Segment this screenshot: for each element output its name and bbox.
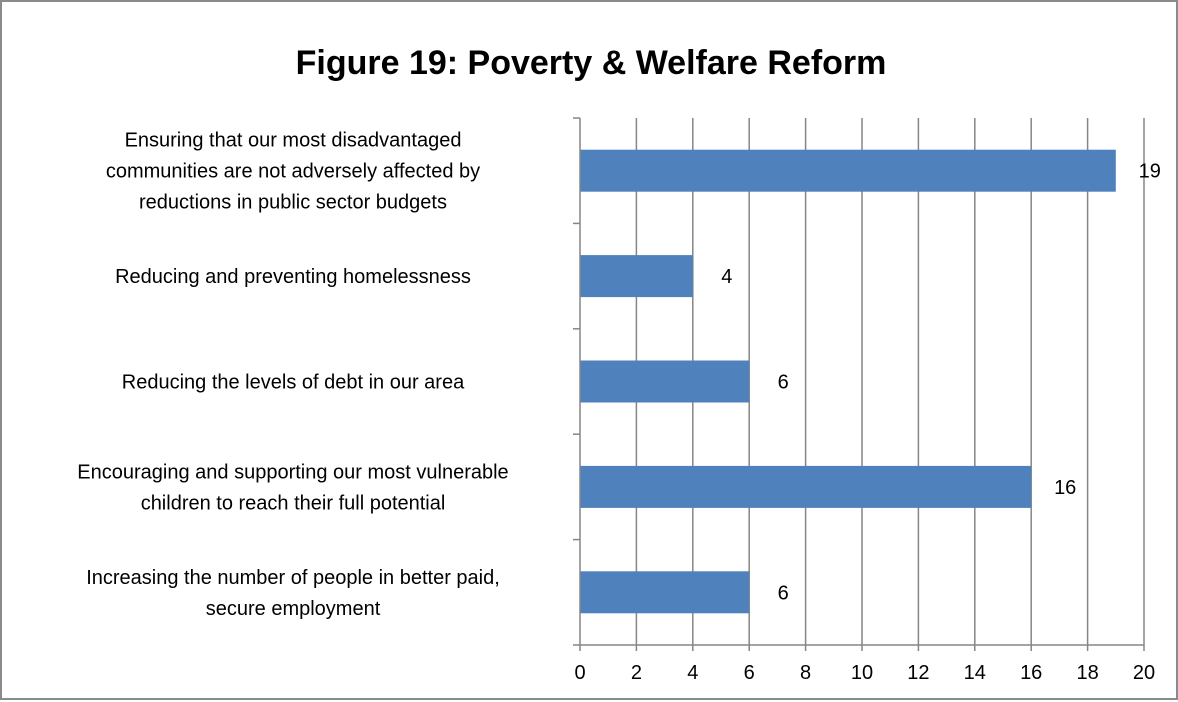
bar-2	[580, 255, 693, 298]
bar-1	[580, 149, 1116, 192]
bar-5	[580, 571, 750, 614]
data-label-2: 4	[721, 266, 732, 288]
bar-4	[580, 465, 1032, 508]
category-label-1: communities are not adversely affected b…	[106, 161, 480, 183]
gridlines	[635, 118, 1145, 645]
x-tick-label-2: 2	[631, 662, 642, 684]
data-label-5: 6	[778, 582, 789, 604]
x-tick-label-8: 8	[800, 662, 811, 684]
x-tick-label-14: 14	[964, 662, 986, 684]
x-tick-label-4: 4	[687, 662, 698, 684]
x-tick-label-20: 20	[1133, 662, 1155, 684]
data-label-1: 19	[1139, 161, 1161, 183]
chart-title: Figure 19: Poverty & Welfare Reform	[296, 44, 887, 82]
category-label-1: reductions in public sector budgets	[139, 192, 447, 214]
data-label-4: 16	[1054, 477, 1076, 499]
x-tick-label-12: 12	[907, 662, 929, 684]
axes: 0 2 4 6 8 10 12 14 16 18 20	[573, 117, 1155, 684]
bar-3	[580, 360, 750, 403]
category-label-1: Ensuring that our most disadvantaged	[125, 130, 462, 152]
x-tick-label-10: 10	[851, 662, 873, 684]
bars	[580, 149, 1116, 614]
x-tick-label-0: 0	[574, 662, 585, 684]
category-label-3: Reducing the levels of debt in our area	[122, 372, 465, 394]
data-label-3: 6	[778, 372, 789, 394]
category-label-2: Reducing and preventing homelessness	[115, 266, 471, 288]
category-label-5: Increasing the number of people in bette…	[86, 567, 500, 589]
x-tick-label-18: 18	[1076, 662, 1098, 684]
category-label-4: Encouraging and supporting our most vuln…	[77, 461, 508, 483]
x-tick-label-6: 6	[744, 662, 755, 684]
category-label-4: children to reach their full potential	[141, 492, 446, 514]
category-labels: 19 Ensuring that our most disadvantaged co…	[77, 130, 1161, 620]
category-label-5: secure employment	[206, 598, 381, 620]
x-tick-label-16: 16	[1020, 662, 1042, 684]
